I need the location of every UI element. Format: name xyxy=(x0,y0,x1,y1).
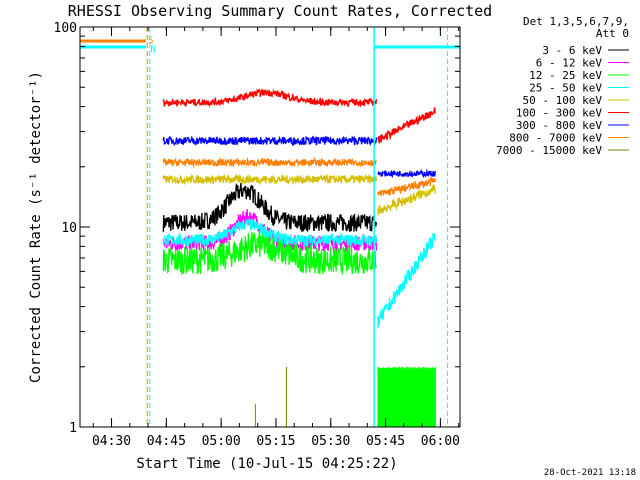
x-tick-label: 05:15 xyxy=(256,434,295,449)
legend-header: Det 1,3,5,6,7,9,Att 0 xyxy=(523,15,629,40)
legend-label: 100 - 300 keV xyxy=(516,107,602,120)
series-300-800-kev xyxy=(377,168,436,179)
x-tick-label: 05:30 xyxy=(311,434,350,449)
x-axis-label: Start Time (10-Jul-15 04:25:22) xyxy=(136,456,397,472)
series-3-6-kev xyxy=(162,182,378,233)
x-tick-label: 04:45 xyxy=(147,434,186,449)
series-300-800-kev xyxy=(162,135,378,147)
series-12-25-kev xyxy=(162,231,378,275)
legend-label: 7000 - 15000 keV xyxy=(496,144,602,157)
data-layer: SN xyxy=(80,27,460,427)
y-tick-label: 1 xyxy=(69,421,77,436)
legend-header-line: Att 0 xyxy=(596,27,629,40)
legend-label: 3 - 6 keV xyxy=(542,44,602,57)
footer-date: 28-Oct-2021 13:18 xyxy=(544,468,636,478)
flag-label-n: N xyxy=(151,45,156,55)
series-50-100-kev xyxy=(377,184,436,216)
series-800-7000-kev xyxy=(162,156,377,169)
series-100-300-kev xyxy=(162,88,378,108)
series-100-300-kev xyxy=(377,107,436,144)
legend-label: 6 - 12 keV xyxy=(536,57,603,70)
x-tick-label: 05:00 xyxy=(202,434,241,449)
legend-label: 800 - 7000 keV xyxy=(509,132,602,145)
legend-label: 300 - 800 keV xyxy=(516,119,602,132)
flag-label-s: S xyxy=(148,36,153,46)
chart-title: RHESSI Observing Summary Count Rates, Co… xyxy=(68,2,492,20)
y-tick-label: 100 xyxy=(54,21,77,36)
x-tick-label: 05:45 xyxy=(366,434,405,449)
y-tick-label: 10 xyxy=(61,221,77,236)
legend-label: 25 - 50 keV xyxy=(529,82,602,95)
x-tick-label: 06:00 xyxy=(421,434,460,449)
series-25-50-kev xyxy=(162,217,378,248)
x-tick-label: 04:30 xyxy=(92,434,131,449)
legend-header-line: Det 1,3,5,6,7,9, xyxy=(523,15,629,28)
series-50-100-kev xyxy=(162,173,378,186)
series-800-7000-kev xyxy=(377,177,436,197)
y-axis-label: Corrected Count Rate (s⁻¹ detector⁻¹) xyxy=(28,71,44,383)
legend-label: 50 - 100 keV xyxy=(523,94,603,107)
legend-label: 12 - 25 keV xyxy=(529,69,602,82)
axes: 04:30 04:45 05:00 05:15 05:30 05:45 06:00 1 10 10… xyxy=(54,21,460,449)
series-25-50-kev xyxy=(377,233,436,329)
